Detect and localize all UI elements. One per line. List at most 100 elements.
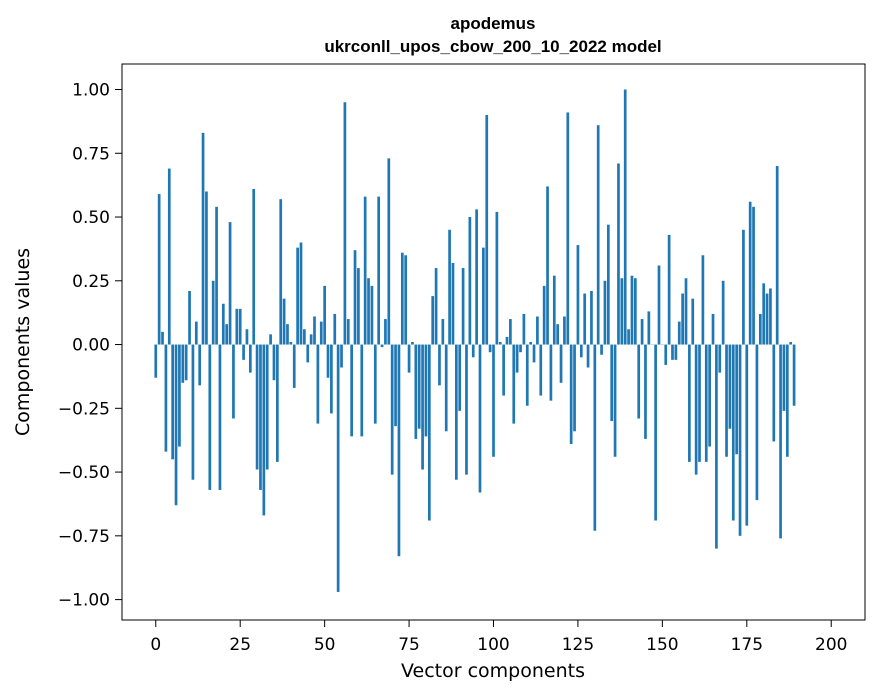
bar-153 [671, 344, 674, 360]
bar-115 [542, 285, 546, 345]
bar-30 [255, 344, 259, 470]
bars-group [154, 89, 796, 592]
bar-152 [667, 234, 671, 345]
bar-109 [522, 313, 526, 345]
bar-104 [505, 336, 509, 345]
bar-156 [681, 293, 684, 345]
x-axis-ticks: 0 25 50 75 100 125 150 175 200 [150, 620, 847, 655]
bar-62 [363, 196, 367, 345]
bar-127 [583, 293, 587, 345]
bar-128 [586, 344, 590, 368]
bar-55 [340, 344, 343, 368]
bar-24 [235, 308, 239, 345]
bar-159 [691, 298, 695, 345]
bar-85 [441, 319, 445, 345]
bar-175 [745, 344, 749, 526]
bar-135 [610, 344, 614, 422]
bar-68 [384, 319, 387, 345]
bar-184 [775, 166, 779, 345]
bar-52 [330, 344, 333, 414]
bar-3 [164, 344, 168, 452]
bar-134 [606, 224, 610, 345]
bar-187 [785, 344, 789, 457]
y-axis-label: Components values [12, 248, 34, 436]
bar-5 [171, 344, 175, 460]
bar-173 [738, 344, 742, 536]
bar-72 [397, 344, 401, 557]
bar-20 [221, 303, 225, 345]
x-tick-label: 100 [477, 635, 509, 655]
bar-96 [478, 344, 482, 493]
bar-137 [617, 163, 620, 345]
bar-91 [461, 268, 465, 345]
bar-64 [370, 285, 374, 345]
bar-74 [404, 255, 408, 345]
bar-90 [458, 344, 462, 411]
y-tick-label: −0.75 [58, 527, 110, 547]
bar-59 [353, 250, 357, 345]
bar-88 [451, 262, 455, 345]
bar-0 [154, 344, 158, 378]
bar-116 [546, 186, 549, 345]
bar-157 [684, 278, 688, 345]
bar-6 [174, 344, 178, 506]
x-tick-label: 50 [314, 635, 336, 655]
bar-49 [319, 321, 323, 345]
bar-168 [721, 280, 725, 345]
bar-4 [167, 168, 171, 345]
bar-76 [411, 342, 414, 345]
bar-73 [400, 252, 404, 345]
bar-107 [515, 344, 519, 373]
bar-138 [620, 278, 624, 345]
bar-119 [556, 324, 560, 345]
bar-11 [191, 344, 195, 480]
bar-180 [762, 283, 766, 345]
bar-141 [630, 275, 634, 345]
bar-136 [613, 344, 617, 457]
bar-97 [482, 247, 485, 345]
bar-25 [238, 308, 242, 345]
y-tick-label: 0.00 [72, 336, 110, 356]
bar-80 [424, 344, 428, 437]
bar-142 [633, 278, 637, 345]
bar-169 [725, 344, 728, 457]
bar-8 [181, 344, 185, 383]
bar-70 [390, 344, 394, 475]
x-axis-label: Vector components [401, 660, 585, 682]
bar-21 [225, 324, 229, 345]
bar-125 [576, 245, 580, 345]
y-tick-label: −1.00 [58, 591, 110, 611]
bar-101 [495, 211, 499, 345]
bar-61 [360, 344, 364, 437]
bar-86 [444, 344, 448, 432]
bar-131 [596, 125, 600, 345]
bar-151 [664, 344, 668, 365]
bar-189 [792, 344, 796, 406]
bar-118 [552, 275, 556, 345]
bar-132 [600, 344, 603, 355]
bar-158 [688, 344, 691, 462]
bar-186 [782, 344, 786, 411]
y-axis-ticks: 1.00 0.75 0.50 0.25 0.00 −0.25 −0.50 −0.75 −1.00 [58, 81, 122, 611]
bar-160 [694, 344, 698, 475]
bar-2 [161, 331, 164, 345]
bar-92 [465, 344, 468, 475]
bar-123 [569, 344, 573, 445]
bar-162 [701, 255, 705, 345]
bar-1 [157, 194, 161, 345]
bar-58 [350, 344, 353, 437]
bar-12 [194, 321, 198, 345]
y-tick-label: −0.25 [58, 399, 110, 419]
bar-45 [306, 344, 310, 363]
bar-149 [657, 265, 661, 345]
x-tick-label: 125 [562, 635, 594, 655]
bar-154 [674, 344, 678, 360]
bar-179 [758, 313, 762, 345]
chart-title: apodemus [450, 14, 535, 33]
bar-22 [228, 222, 232, 345]
bar-140 [627, 329, 630, 345]
y-tick-label: 0.50 [72, 208, 110, 228]
y-tick-label: −0.50 [58, 463, 110, 483]
y-tick-label: 1.00 [72, 81, 110, 101]
